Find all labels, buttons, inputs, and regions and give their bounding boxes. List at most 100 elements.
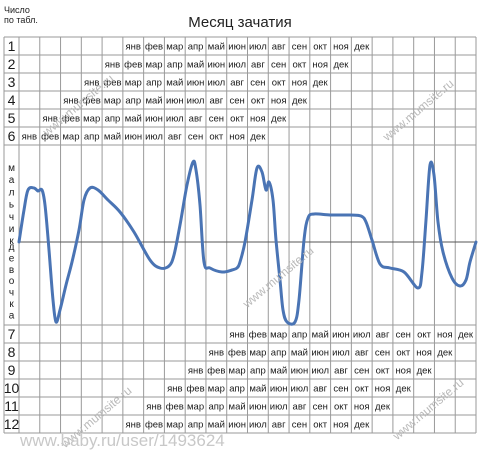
month-cell: июл [270, 402, 288, 413]
month-cell: ноя [292, 78, 308, 89]
corner-label: Число по табл. [4, 5, 38, 25]
month-cell: окт [313, 420, 328, 431]
row-number: 6 [8, 128, 16, 144]
month-cell: апр [229, 384, 245, 395]
gender-curve [17, 159, 478, 326]
month-cell: ноя [271, 96, 287, 107]
month-cell: апр [250, 366, 266, 377]
month-cell: мар [62, 132, 79, 143]
month-cell: июл [291, 384, 309, 395]
month-cell: ноя [229, 132, 245, 143]
month-cell: авг [209, 96, 223, 107]
month-cell: авг [293, 402, 307, 413]
month-cell: окт [396, 348, 411, 359]
month-cell: май [291, 348, 308, 359]
month-cell: сен [354, 366, 369, 377]
month-cell: апр [167, 60, 183, 71]
corner-label-line1: Число [4, 5, 30, 15]
month-cell: июл [166, 114, 184, 125]
month-cell: ноя [250, 114, 266, 125]
month-cell: янв [209, 348, 224, 359]
month-cell: апр [188, 420, 204, 431]
boy-label-letter: л [9, 187, 15, 198]
month-cell: авг [272, 42, 286, 53]
month-cell: авг [230, 78, 244, 89]
girl-label-letter: е [9, 253, 15, 264]
month-cell: май [229, 402, 246, 413]
month-cell: фев [249, 330, 267, 341]
month-cell: окт [230, 114, 245, 125]
chart-grid [3, 36, 477, 434]
page-title: Месяц зачатия [188, 14, 292, 31]
boy-label-letter: и [9, 224, 15, 235]
month-cell: апр [105, 114, 121, 125]
row-number: 3 [8, 74, 16, 90]
month-cell: июн [249, 402, 267, 413]
month-cell: сен [250, 78, 265, 89]
month-cell: окт [272, 78, 287, 89]
month-cell: ноя [312, 60, 328, 71]
month-cell: авг [376, 330, 390, 341]
month-cell: мар [125, 78, 142, 89]
month-cell: мар [104, 96, 121, 107]
footer-watermark: www.baby.ru/user/1493624 [20, 431, 225, 450]
boy-label-letter: м [8, 163, 15, 174]
row-number: 8 [8, 344, 16, 360]
month-cell: сен [292, 420, 307, 431]
month-cell: ноя [333, 42, 349, 53]
month-cell: июн [311, 348, 329, 359]
month-cell: фев [145, 420, 163, 431]
month-cell: апр [208, 402, 224, 413]
month-cell: янв [22, 132, 37, 143]
month-cell: июн [166, 96, 184, 107]
month-cell: апр [125, 96, 141, 107]
row-number: 2 [8, 56, 16, 72]
month-cell: июл [332, 348, 350, 359]
month-cell: окт [209, 132, 224, 143]
month-cell: ноя [395, 366, 411, 377]
month-cell: апр [84, 132, 100, 143]
month-cell: фев [145, 42, 163, 53]
month-cell: дек [250, 132, 266, 143]
month-cell: янв [167, 384, 182, 395]
month-cell: июн [332, 330, 350, 341]
month-cell: май [312, 330, 329, 341]
month-cell: янв [84, 78, 99, 89]
month-cell: дек [271, 114, 287, 125]
month-cell: сен [188, 132, 203, 143]
month-cell: фев [207, 366, 225, 377]
month-cell: апр [292, 330, 308, 341]
month-cell: мар [166, 420, 183, 431]
month-cell: фев [103, 78, 121, 89]
month-cell: июл [353, 330, 371, 341]
month-cell: сен [375, 348, 390, 359]
girl-label-letter: о [9, 276, 15, 287]
month-cell: апр [188, 42, 204, 53]
month-cell: дек [292, 96, 308, 107]
month-cell: май [249, 384, 266, 395]
row-number: 7 [8, 326, 16, 342]
month-cell: ноя [333, 420, 349, 431]
boy-label-letter: ь [9, 200, 14, 211]
month-cell: окт [334, 402, 349, 413]
month-cell: ноя [416, 348, 432, 359]
month-cell: апр [271, 348, 287, 359]
girl-label-letter: а [9, 310, 15, 321]
month-cell: июл [207, 78, 225, 89]
month-cell: авг [334, 366, 348, 377]
month-cell: янв [146, 402, 161, 413]
month-cell: сен [396, 330, 411, 341]
month-cell: ноя [354, 402, 370, 413]
month-cell: мар [229, 366, 246, 377]
month-cell: дек [437, 348, 453, 359]
row-number: 1 [8, 38, 16, 54]
row-number: 9 [8, 362, 16, 378]
row-number: 12 [4, 416, 20, 432]
month-cell: мар [166, 42, 183, 53]
month-cell: фев [83, 96, 101, 107]
month-cell: май [166, 78, 183, 89]
month-cell: май [104, 132, 121, 143]
